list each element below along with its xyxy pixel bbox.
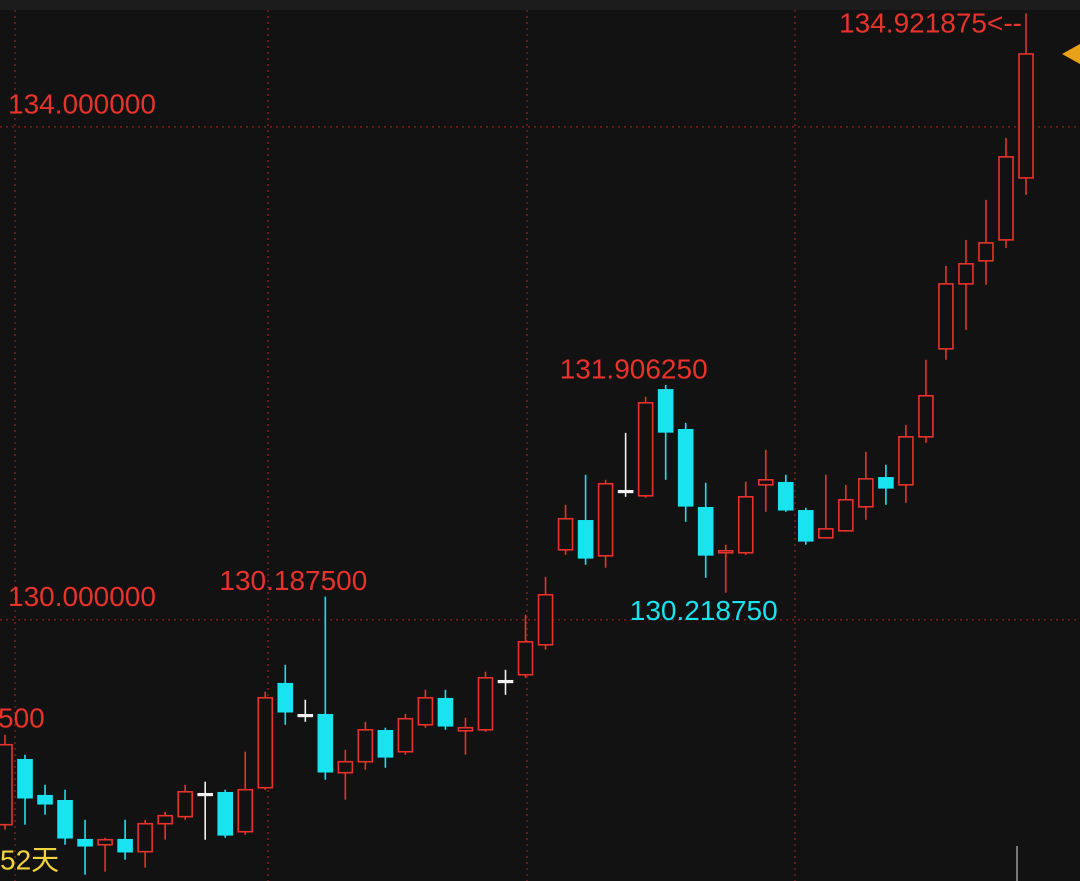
cut-label: 500 — [0, 702, 45, 733]
candle-body — [457, 726, 474, 732]
candle-body — [1018, 53, 1034, 179]
candle-body — [57, 799, 73, 839]
candle-body — [237, 788, 254, 833]
candle-body — [117, 838, 133, 853]
candle-body — [657, 389, 674, 433]
annotation: 131.906250 — [560, 353, 708, 384]
candle-body — [217, 791, 234, 836]
candle-body — [998, 156, 1014, 241]
candle-body — [337, 760, 354, 774]
y-tick-label: 134.000000 — [8, 88, 156, 119]
candle-body — [437, 697, 454, 727]
candle-body — [397, 717, 414, 753]
candle-body — [958, 263, 974, 285]
candle-body — [317, 713, 334, 773]
candle-body — [757, 479, 774, 486]
candle-body — [157, 814, 173, 825]
candle-body — [137, 822, 153, 853]
candle-body — [858, 478, 874, 508]
candle-body — [277, 682, 294, 713]
candle-body — [677, 428, 694, 507]
candle-body — [97, 838, 113, 846]
candle-body — [297, 713, 314, 718]
candle-body — [197, 792, 213, 797]
annotation: 130.218750 — [630, 595, 778, 626]
period-label: 52天 — [0, 844, 59, 875]
candle-body — [898, 436, 914, 486]
candle-body — [557, 517, 574, 551]
candle-body — [177, 790, 193, 818]
candle-body — [777, 481, 794, 511]
candle-body — [497, 679, 514, 684]
candle-body — [737, 496, 754, 554]
candle-body — [357, 729, 374, 763]
candle-body — [878, 477, 894, 489]
candle-body — [918, 394, 934, 438]
top-strip — [0, 0, 1080, 10]
candle-body — [417, 696, 434, 726]
candle-body — [0, 743, 13, 826]
candle-body — [838, 498, 854, 532]
candle-body — [818, 528, 834, 539]
annotation: 134.921875<-- — [839, 7, 1022, 38]
candle-body — [477, 677, 494, 731]
candle-body — [938, 283, 954, 350]
candle-body — [77, 838, 93, 847]
candle-body — [617, 489, 634, 494]
price-marker — [1062, 44, 1080, 64]
candle-body — [978, 242, 994, 262]
candle-body — [517, 641, 534, 676]
candle-body — [697, 506, 714, 556]
y-tick-label: 130.000000 — [8, 581, 156, 612]
candle-body — [257, 696, 274, 789]
candle-body — [717, 549, 734, 554]
candle-body — [797, 510, 814, 542]
candle-body — [577, 520, 594, 559]
candle-body — [377, 729, 394, 758]
candle-body — [37, 794, 53, 805]
candle-body — [637, 401, 654, 497]
annotation: 130.187500 — [219, 565, 367, 596]
candle-body — [17, 758, 33, 799]
candle-body — [537, 593, 554, 646]
candle-body — [597, 482, 614, 557]
